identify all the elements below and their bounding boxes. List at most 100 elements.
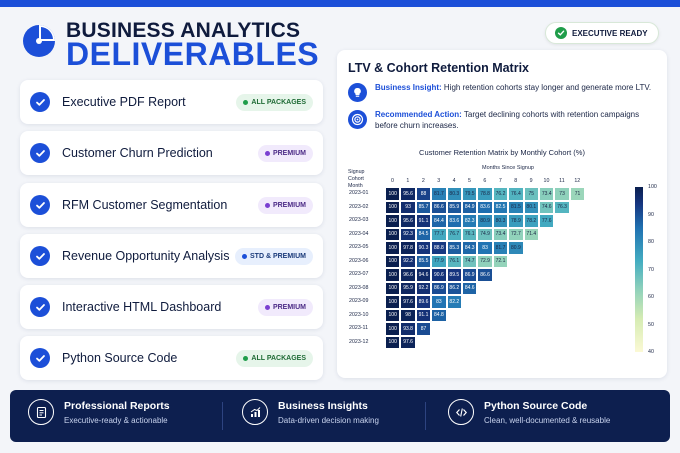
- heatmap-cell: 71: [569, 187, 586, 201]
- business-insight: Business Insight: High retention cohorts…: [348, 82, 658, 102]
- deliverable-label: Python Source Code: [62, 351, 178, 365]
- heatmap-title: Customer Retention Matrix by Monthly Coh…: [419, 148, 585, 157]
- heatmap-cell: 83.6: [446, 214, 462, 228]
- heatmap-cell: 74.7: [462, 254, 478, 268]
- feature-subtitle: Clean, well-documented & reusable: [484, 416, 611, 425]
- heatmap-column-header: 7: [498, 178, 502, 184]
- colorbar-tick-label: 80: [648, 239, 654, 245]
- heatmap-cell: 100: [385, 227, 401, 241]
- heatmap-cell: 80.3: [446, 187, 462, 201]
- executive-ready-badge: EXECUTIVE READY: [545, 22, 659, 44]
- heatmap-cell: 97.6: [400, 335, 416, 349]
- insight-text: High retention cohorts stay longer and g…: [443, 83, 652, 92]
- heatmap-column-header: 8: [514, 178, 518, 184]
- top-accent-bar: [0, 0, 680, 7]
- check-icon: [555, 27, 567, 39]
- heatmap-cell: 79.5: [462, 187, 478, 201]
- heatmap-cell: 84.3: [462, 241, 478, 255]
- heatmap-cell: 90.3: [415, 241, 432, 255]
- heatmap-cell: 80.9: [508, 241, 524, 255]
- colorbar-tick-label: 100: [648, 184, 657, 190]
- heatmap-cell: 81.7: [492, 241, 509, 255]
- heatmap-cell: 76.3: [554, 200, 570, 214]
- heatmap-cell: 100: [385, 241, 401, 255]
- heatmap-cell: 71.4: [523, 227, 539, 241]
- heatmap-cell: 81.7: [431, 187, 447, 201]
- heatmap-cell: 89.5: [446, 268, 462, 282]
- colorbar-tick-label: 60: [648, 294, 654, 300]
- package-badge-label: PREMIUM: [272, 149, 306, 157]
- badge-dot: [264, 304, 270, 310]
- deliverable-label: Executive PDF Report: [62, 95, 186, 109]
- action-label: Recommended Action:: [375, 110, 462, 119]
- heatmap-column-header: 12: [574, 178, 581, 184]
- package-badge: ALL PACKAGES: [236, 349, 313, 367]
- deliverable-card: Customer Churn Prediction PREMIUM: [20, 131, 323, 175]
- heatmap-cell: 91.1: [415, 308, 432, 322]
- heatmap-cell: 85.5: [415, 254, 432, 268]
- heatmap-column-header: 4: [452, 178, 456, 184]
- heatmap-cell: 80.9: [477, 214, 493, 228]
- heatmap-cell: 93.8: [400, 322, 416, 336]
- heatmap-cell: 72.7: [508, 227, 524, 241]
- heatmap-cell: 82.3: [462, 214, 478, 228]
- heatmap-cell: 100: [385, 308, 401, 322]
- deliverable-card: RFM Customer Segmentation PREMIUM: [20, 183, 323, 227]
- heatmap-cell: 100: [385, 254, 401, 268]
- heatmap-colorbar: [635, 187, 643, 352]
- heatmap-cell: 86.9: [462, 268, 478, 282]
- deliverable-card: Executive PDF Report ALL PACKAGES: [20, 80, 323, 124]
- heatmap-column-header: 2: [421, 178, 425, 184]
- report-icon: [28, 399, 54, 425]
- heatmap-cell: 77.9: [431, 254, 447, 268]
- heatmap-cell: 100: [385, 187, 401, 201]
- features-bar: Professional Reports Executive-ready & a…: [10, 390, 670, 442]
- package-badge-label: STD & PREMIUM: [250, 252, 306, 260]
- cohort-retention-panel: LTV & Cohort Retention Matrix Business I…: [337, 50, 667, 378]
- heatmap-row-label: 2023-05: [349, 244, 369, 250]
- target-icon: [348, 110, 367, 129]
- deliverable-label: Customer Churn Prediction: [62, 146, 213, 160]
- heatmap-cell: 90.6: [431, 268, 447, 282]
- feature-title: Business Insights: [278, 400, 368, 412]
- heatmap-cell: 83.6: [477, 200, 493, 214]
- package-badge: PREMIUM: [257, 196, 313, 214]
- deliverable-card: Interactive HTML Dashboard PREMIUM: [20, 285, 323, 329]
- heatmap-cell: 85.7: [415, 200, 432, 214]
- divider: [222, 402, 223, 430]
- heatmap-cell: 81.5: [508, 200, 524, 214]
- heatmap-cell: 73.4: [492, 227, 509, 241]
- heatmap-column-header: 1: [406, 178, 410, 184]
- heatmap-cell: 100: [385, 268, 401, 282]
- package-badge: ALL PACKAGES: [236, 93, 313, 111]
- colorbar-tick-label: 40: [648, 349, 654, 355]
- heatmap-cell: 77.7: [431, 227, 447, 241]
- heatmap-cell: 82.5: [492, 200, 509, 214]
- heatmap-cell: 76.1: [446, 254, 462, 268]
- heatmap-cell: 84.5: [415, 227, 432, 241]
- badge-dot: [264, 150, 270, 156]
- heatmap-cell: 86.6: [477, 268, 493, 282]
- heatmap-row-label: 2023-11: [349, 325, 369, 331]
- deliverable-card: Python Source Code ALL PACKAGES: [20, 336, 323, 380]
- heatmap-cell: 100: [385, 322, 401, 336]
- heatmap-cell: 75: [523, 187, 539, 201]
- heatmap-cell: 85.9: [446, 200, 462, 214]
- heatmap-cell: 87: [415, 322, 432, 336]
- deliverable-label: Revenue Opportunity Analysis: [62, 249, 230, 263]
- feature-subtitle: Executive-ready & actionable: [64, 416, 168, 425]
- package-badge: STD & PREMIUM: [235, 247, 313, 265]
- heatmap-cell: 84.6: [462, 281, 478, 295]
- heatmap-cell: 84.8: [431, 308, 447, 322]
- executive-ready-label: EXECUTIVE READY: [572, 28, 648, 38]
- heatmap-cell: 100: [385, 295, 401, 309]
- heatmap-cell: 84.4: [431, 214, 447, 228]
- heatmap-cell: 96.6: [400, 268, 416, 282]
- heatmap-cell: 89.6: [415, 295, 432, 309]
- trend-chart-icon: [242, 399, 268, 425]
- heatmap-cell: 92.2: [415, 281, 432, 295]
- heatmap-cell: 91.1: [415, 214, 432, 228]
- package-badge-label: PREMIUM: [272, 303, 306, 311]
- heatmap-column-header: 6: [483, 178, 487, 184]
- heatmap-column-header: 11: [559, 178, 565, 184]
